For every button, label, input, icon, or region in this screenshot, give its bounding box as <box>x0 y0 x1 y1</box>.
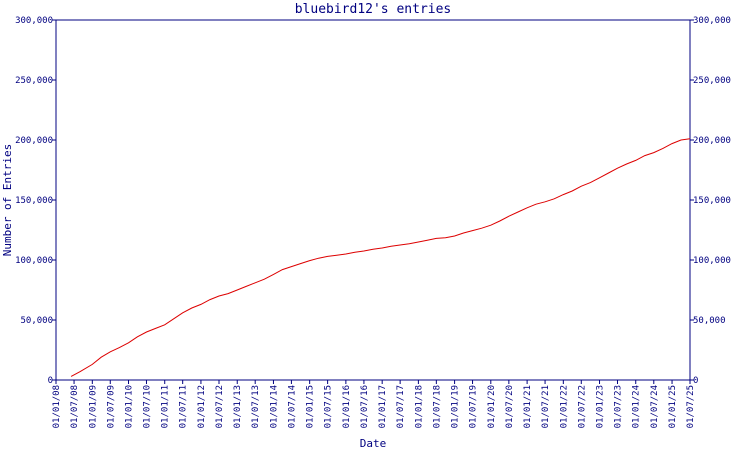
y-tick-label-right: 50,000 <box>693 316 726 326</box>
x-tick-label: 01/07/23 <box>613 385 623 428</box>
x-tick-label: 01/01/16 <box>342 385 352 428</box>
x-tick-label: 01/01/13 <box>233 385 243 428</box>
x-tick-label: 01/01/11 <box>161 385 171 428</box>
y-tick-label-left: 200,000 <box>15 136 53 146</box>
x-tick-label: 01/01/10 <box>125 385 135 428</box>
plot-frame <box>55 19 691 381</box>
x-tick-label: 01/07/20 <box>505 385 515 428</box>
x-tick-label: 01/07/09 <box>106 385 116 428</box>
x-tick-label: 01/07/17 <box>396 385 406 428</box>
x-tick-label: 01/01/14 <box>269 385 279 428</box>
y-tick-label-left: 0 <box>48 376 53 386</box>
x-tick-label: 01/07/22 <box>577 385 587 428</box>
y-axis-left: 0 50,000 100,000 150,000 200,000 250,000 300,0… <box>15 16 56 386</box>
y-tick-label-right: 100,000 <box>693 256 731 266</box>
x-tick-label: 01/01/12 <box>197 385 207 428</box>
x-tick-label: 01/01/21 <box>523 385 533 428</box>
y-tick-label-left: 100,000 <box>15 256 53 266</box>
y-axis-label: Number of Entries <box>1 144 14 257</box>
y-tick-label-left: 50,000 <box>20 316 53 326</box>
y-tick-label-right: 0 <box>693 376 698 386</box>
y-tick-label-left: 150,000 <box>15 196 53 206</box>
x-tick-label: 01/01/22 <box>559 385 569 428</box>
x-tick-label: 01/01/24 <box>632 385 642 428</box>
x-tick-label: 01/07/08 <box>70 385 80 428</box>
x-tick-label: 01/01/09 <box>88 385 98 428</box>
x-tick-label: 01/01/18 <box>414 385 424 428</box>
y-axis-right: 0 50,000 100,000 150,000 200,000 250,000 300,0… <box>690 16 731 386</box>
y-tick-label-right: 300,000 <box>693 16 731 26</box>
x-tick-label: 01/01/08 <box>52 385 62 428</box>
x-tick-label: 01/07/21 <box>541 385 551 428</box>
y-tick-label-right: 250,000 <box>693 76 731 86</box>
y-tick-label-left: 250,000 <box>15 76 53 86</box>
x-tick-label: 01/01/20 <box>487 385 497 428</box>
x-axis-label: Date <box>360 437 387 450</box>
x-tick-label: 01/07/25 <box>686 385 696 428</box>
x-tick-label: 01/01/17 <box>378 385 388 428</box>
x-tick-label: 01/07/10 <box>142 385 152 428</box>
x-tick-label: 01/01/15 <box>306 385 316 428</box>
x-tick-label: 01/01/23 <box>596 385 606 428</box>
x-tick-label: 01/01/25 <box>668 385 678 428</box>
y-tick-label-right: 200,000 <box>693 136 731 146</box>
x-tick-label: 01/07/19 <box>469 385 479 428</box>
x-tick-label: 01/07/12 <box>215 385 225 428</box>
x-axis: 01/01/08 01/07/08 01/01/09 01/07/09 01/01/10… <box>52 380 696 428</box>
y-tick-label-right: 150,000 <box>693 196 731 206</box>
x-tick-label: 01/01/19 <box>451 385 461 428</box>
x-tick-label: 01/07/14 <box>287 385 297 428</box>
x-tick-label: 01/07/15 <box>324 385 334 428</box>
entries-series-line <box>70 138 691 377</box>
x-tick-label: 01/07/11 <box>179 385 189 428</box>
x-tick-label: 01/07/18 <box>432 385 442 428</box>
x-tick-label: 01/07/16 <box>360 385 370 428</box>
chart-title: bluebird12's entries <box>295 2 452 17</box>
x-tick-label: 01/07/13 <box>251 385 261 428</box>
x-tick-label: 01/07/24 <box>650 385 660 428</box>
y-tick-label-left: 300,000 <box>15 16 53 26</box>
